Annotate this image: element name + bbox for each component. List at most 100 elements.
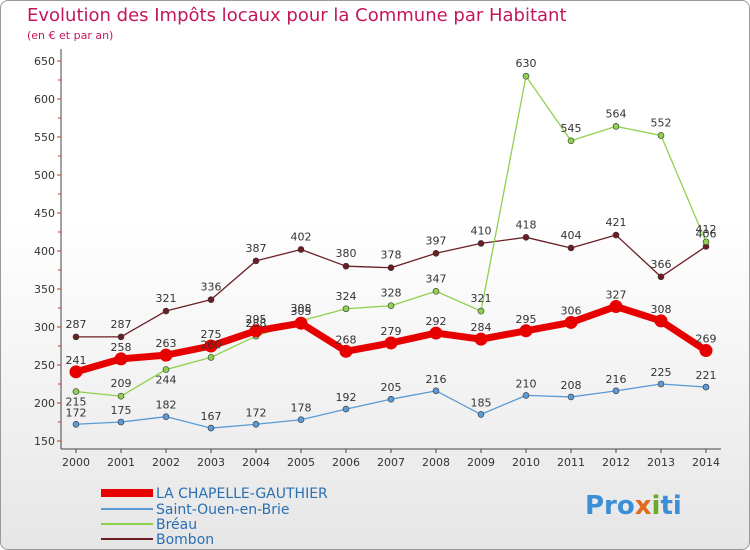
data-label: 564: [606, 107, 627, 120]
legend-label: Bombon: [156, 532, 214, 548]
data-point: [609, 299, 623, 313]
data-label: 324: [336, 290, 357, 303]
data-point: [654, 314, 668, 328]
x-tick-label: 2000: [62, 456, 90, 469]
data-label: 269: [696, 333, 717, 346]
x-tick-label: 2005: [287, 456, 315, 469]
data-point: [567, 393, 575, 401]
data-point: [207, 296, 215, 303]
legend-label: Saint-Ouen-en-Brie: [156, 502, 290, 518]
data-label: 288: [246, 317, 267, 330]
data-point: [342, 405, 350, 413]
data-point: [114, 352, 128, 366]
data-point: [297, 246, 305, 253]
data-label: 552: [651, 116, 672, 129]
data-label: 336: [201, 281, 222, 294]
data-point: [117, 333, 125, 341]
data-point: [564, 315, 578, 329]
data-label: 268: [336, 333, 357, 346]
x-tick-label: 2004: [242, 456, 270, 469]
data-point: [657, 273, 665, 281]
data-point: [384, 336, 398, 350]
data-point: [657, 132, 665, 139]
data-label: 295: [516, 313, 537, 326]
data-label: 397: [426, 234, 447, 247]
y-tick-label: 200: [34, 397, 55, 410]
data-point: [522, 234, 530, 241]
data-point: [522, 392, 530, 399]
y-tick-label: 600: [34, 93, 55, 106]
data-label: 208: [561, 379, 582, 392]
data-label: 205: [381, 381, 402, 394]
data-label: 387: [246, 242, 267, 255]
data-label: 347: [426, 272, 447, 285]
data-point: [207, 424, 215, 432]
data-label: 178: [291, 402, 312, 415]
data-label: 308: [651, 303, 672, 316]
data-point: [522, 72, 530, 80]
data-point: [519, 324, 533, 338]
data-label: 172: [66, 406, 87, 419]
data-label: 241: [66, 354, 87, 367]
legend-label: LA CHAPELLE-GAUTHIER: [156, 486, 328, 502]
data-label: 287: [66, 318, 87, 331]
data-point: [567, 137, 575, 145]
x-tick-label: 2003: [197, 456, 225, 469]
y-tick-label: 450: [34, 207, 55, 220]
y-tick-label: 400: [34, 245, 55, 258]
proxiti-logo: Proxiti: [585, 491, 682, 521]
x-tick-label: 2010: [512, 456, 540, 469]
data-point: [252, 420, 260, 428]
data-label: 175: [111, 404, 132, 417]
y-tick-label: 650: [34, 55, 55, 68]
data-label: 192: [336, 391, 357, 404]
x-tick-label: 2009: [467, 456, 495, 469]
data-point: [567, 244, 575, 252]
data-point: [162, 366, 170, 373]
chart-title: Evolution des Impôts locaux pour la Comm…: [27, 5, 567, 26]
data-label: 327: [606, 288, 627, 301]
chart-subtitle: (en € et par an): [27, 29, 114, 42]
data-label: 406: [696, 227, 717, 240]
data-label: 380: [336, 247, 357, 260]
data-label: 305: [291, 305, 312, 318]
data-point: [429, 326, 443, 340]
data-point: [117, 418, 125, 426]
data-point: [612, 387, 620, 395]
data-point: [162, 413, 170, 420]
data-label: 295: [246, 313, 267, 326]
data-point: [297, 416, 305, 424]
data-point: [699, 344, 713, 358]
data-point: [702, 383, 710, 391]
x-tick-label: 2006: [332, 456, 360, 469]
data-label: 404: [561, 229, 582, 242]
y-tick-label: 550: [34, 131, 55, 144]
data-label: 275: [201, 328, 222, 341]
data-label: 263: [156, 337, 177, 350]
data-label: 545: [561, 122, 582, 135]
data-label: 244: [156, 374, 177, 387]
data-point: [249, 324, 263, 338]
data-point: [252, 257, 260, 265]
x-tick-label: 2011: [557, 456, 585, 469]
y-tick-label: 300: [34, 321, 55, 334]
data-label: 366: [651, 258, 672, 271]
legend-label: Bréau: [156, 517, 197, 533]
data-point: [387, 395, 395, 403]
data-point: [204, 339, 218, 353]
data-label: 418: [516, 218, 537, 231]
data-point: [432, 249, 440, 257]
data-point: [477, 240, 485, 247]
data-label: 216: [606, 373, 627, 386]
y-tick-label: 350: [34, 283, 55, 296]
data-point: [702, 238, 710, 246]
data-label: 328: [381, 287, 402, 300]
data-point: [72, 388, 80, 395]
data-label: 185: [471, 396, 492, 409]
data-label: 306: [561, 304, 582, 317]
data-point: [432, 287, 440, 295]
data-label: 321: [156, 292, 177, 305]
x-tick-label: 2014: [692, 456, 720, 469]
